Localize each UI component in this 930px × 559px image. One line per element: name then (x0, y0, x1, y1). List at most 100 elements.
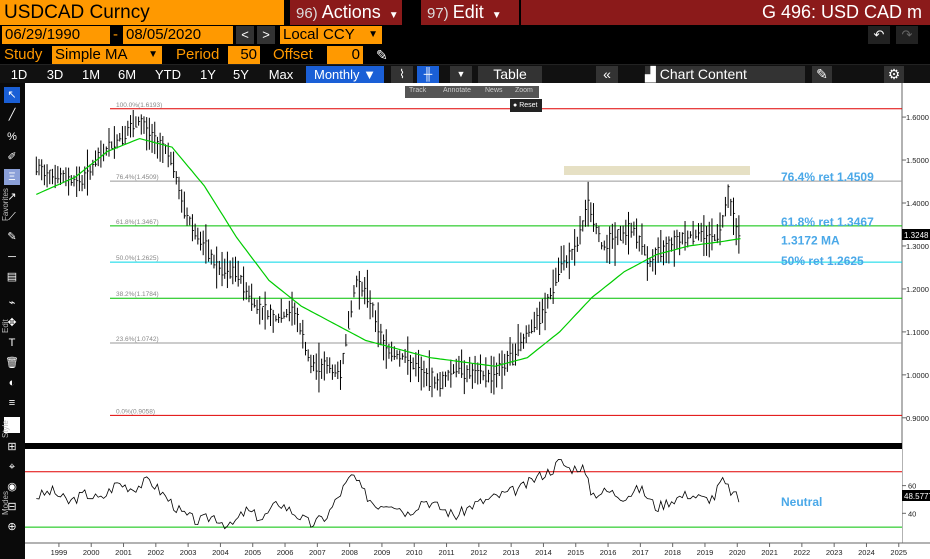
news-mode-button[interactable]: News (485, 87, 503, 94)
x-tick-label: 2002 (147, 548, 164, 557)
x-tick-label: 2024 (858, 548, 875, 557)
rsi-annotation: Neutral (781, 495, 822, 509)
track-mode-button[interactable]: Track (409, 87, 427, 94)
edit-menu[interactable]: 97) Edit ▼ (421, 0, 519, 25)
color-swatch[interactable] (4, 417, 20, 433)
timeframe-3d[interactable]: 3D (46, 67, 64, 82)
timeframe-5y[interactable]: 5Y (233, 67, 249, 82)
x-tick-label: 2007 (309, 548, 326, 557)
frequency-select[interactable]: Monthly ▼ (306, 66, 384, 83)
chart-content-button[interactable]: ▟ Chart Content (645, 66, 805, 83)
study-bar: Study Simple MA ▼ Period 50 Offset 0 ✎ (0, 45, 930, 64)
last-price-tag (902, 229, 930, 240)
actions-menu[interactable]: 96) Actions ▼ (290, 0, 402, 25)
x-tick-label: 2009 (374, 548, 391, 557)
chart-type-dropdown[interactable]: ▼ (450, 66, 472, 83)
period-input[interactable]: 50 (228, 46, 260, 64)
timeframe-max[interactable]: Max (268, 67, 294, 82)
x-tick-label: 2025 (890, 548, 907, 557)
annotation-label: 1.3172 MA (781, 234, 840, 248)
y-tick-label: 1.2000 (906, 285, 929, 294)
collapse-left-icon[interactable]: « (596, 66, 618, 83)
fib-tool-icon[interactable]: Ξ (4, 169, 20, 185)
page-title: G 496: USD CAD m (521, 0, 930, 25)
study-select[interactable]: Simple MA ▼ (52, 46, 162, 64)
trend-tool-icon[interactable]: ↗ (7, 191, 17, 203)
eye-icon[interactable]: ◉ (7, 481, 17, 493)
y-tick-label: 0.9000 (906, 414, 929, 423)
move-icon[interactable]: ✥ (7, 317, 17, 329)
study-value: Simple MA (55, 46, 128, 63)
x-tick-label: 2023 (826, 548, 843, 557)
last-price-label: 1.3248 (904, 231, 929, 240)
x-tick-label: 2008 (341, 548, 358, 557)
zoom-mode-button[interactable]: Zoom (515, 87, 533, 94)
timeframe-1y[interactable]: 1Y (200, 67, 216, 82)
x-tick-label: 2015 (567, 548, 584, 557)
actions-number: 96) (296, 5, 318, 22)
currency-select[interactable]: Local CCY ▼ (280, 26, 382, 44)
rsi-indicator: 60 40 (25, 458, 916, 530)
pen-tool-icon[interactable]: ✐ (7, 151, 17, 163)
fib-label: 76.4%(1.4509) (116, 174, 159, 181)
ruler-icon[interactable]: ⊟ (7, 501, 17, 513)
bar-chart-icon[interactable]: ╫ (417, 66, 439, 83)
annotate-mode-button[interactable]: Annotate (443, 87, 472, 94)
undo-icon[interactable]: ↶ (868, 26, 890, 44)
fib-label: 0.0%(0.9058) (116, 408, 155, 415)
rsi-y-tick-label: 40 (908, 509, 916, 518)
text-tool-icon[interactable]: T (8, 337, 16, 349)
next-period-button[interactable]: > (257, 26, 275, 44)
pencil-icon[interactable]: ✎ (376, 47, 388, 63)
reset-icon: ● (513, 102, 518, 109)
redo-icon[interactable]: ↷ (896, 26, 918, 44)
timeframe-ytd[interactable]: YTD (155, 67, 181, 82)
end-date-field[interactable]: 08/05/2020 (123, 26, 233, 44)
palette-icon[interactable]: ◐ (8, 377, 16, 389)
percent-tool-icon[interactable]: % (7, 131, 17, 143)
ticker-field[interactable]: USDCAD Curncy (0, 0, 284, 25)
table-button[interactable]: Table (478, 66, 542, 83)
caret-down-icon: ▼ (368, 29, 378, 40)
moving-average-line (36, 137, 741, 367)
frequency-value: Monthly (313, 67, 360, 82)
line-chart-icon[interactable]: ⌇ (391, 66, 413, 83)
edit-number: 97) (427, 5, 449, 22)
x-tick-label: 2016 (600, 548, 617, 557)
lock-icon[interactable]: ⊞ (7, 441, 17, 453)
timeframe-1m[interactable]: 1M (81, 67, 101, 82)
pane-divider[interactable] (25, 443, 902, 449)
edit-chart-icon[interactable]: ✎ (812, 66, 832, 83)
pointer-icon[interactable]: ↖ (4, 87, 20, 103)
start-date-field[interactable]: 06/29/1990 (2, 26, 110, 44)
rsi-line (36, 458, 740, 530)
line-tool-icon[interactable]: ╱ (8, 109, 16, 121)
magnet-icon[interactable]: ⌖ (8, 461, 16, 473)
channel-tool-icon[interactable]: ▤ (6, 271, 18, 283)
timeframe-bar: 1D 3D 1M 6M YTD 1Y 5Y Max Monthly ▼ ⌇ ╫ … (0, 64, 930, 83)
reset-button[interactable]: ● Reset (510, 99, 542, 112)
hline-tool-icon[interactable]: ─ (8, 251, 16, 263)
chart-area: ↖ ╱ % ✐ Ξ ↗ ⟋ ✎ ─ ▤ ⌁ ✥ T 🗑 ◐ ≡ ⊞ ⌖ ◉ ⊟ … (0, 83, 930, 559)
y-tick-label: 1.3000 (906, 242, 929, 251)
x-tick-label: 2014 (535, 548, 552, 557)
price-chart[interactable]: 100.0%(1.6193) 76.4%(1.4509) 61.8%(1.3467)… (25, 83, 930, 559)
gear-icon[interactable]: ⚙ (884, 66, 904, 83)
chart-content-label: Chart Content (659, 66, 747, 82)
y-tick-label: 1.4000 (906, 199, 929, 208)
offset-input[interactable]: 0 (327, 46, 363, 64)
chart-icon: ▟ (645, 66, 656, 82)
ray-tool-icon[interactable]: ⟋ (8, 211, 16, 223)
timeframe-1d[interactable]: 1D (10, 67, 28, 82)
trash-icon[interactable]: 🗑 (5, 357, 19, 369)
caret-down-icon: ▼ (148, 49, 158, 60)
modes-section-label: Modes (1, 490, 10, 515)
brush-tool-icon[interactable]: ✎ (7, 231, 17, 243)
thickness-icon[interactable]: ≡ (8, 397, 16, 409)
x-tick-label: 2013 (503, 548, 520, 557)
crosshair-icon[interactable]: ⊕ (7, 521, 17, 533)
rsi-last-value: 48.5777 (904, 492, 930, 501)
measure-tool-icon[interactable]: ⌁ (8, 297, 16, 309)
prev-period-button[interactable]: < (236, 26, 254, 44)
timeframe-6m[interactable]: 6M (117, 67, 137, 82)
